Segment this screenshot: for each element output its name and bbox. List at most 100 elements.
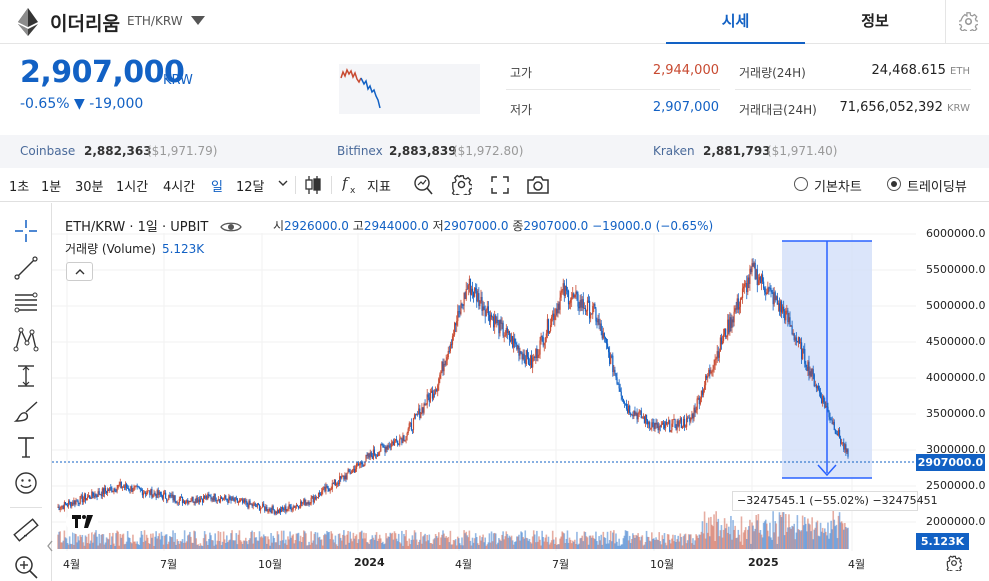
volume-bar (706, 532, 709, 549)
volume-bar (102, 534, 105, 549)
timeframe-1h[interactable]: 1시간 (116, 180, 149, 195)
timeframe-1d[interactable]: 일 (211, 180, 223, 195)
candle-body (322, 488, 324, 492)
candle-body (487, 306, 489, 315)
candle-body (196, 497, 198, 503)
candlestick-type-icon[interactable] (304, 175, 322, 195)
measure-range-icon[interactable] (12, 362, 40, 390)
fullscreen-icon[interactable] (491, 176, 509, 194)
volume-bar (470, 545, 473, 549)
volume-bar (357, 539, 360, 549)
candle-body (810, 371, 812, 377)
volume-bar (305, 533, 307, 549)
candle-body (171, 494, 173, 497)
coin-selector-dropdown-icon[interactable] (191, 16, 205, 25)
timeframe-4h[interactable]: 4시간 (163, 180, 196, 195)
candle-body (799, 342, 802, 344)
candle-body (274, 511, 276, 514)
candle-body (742, 286, 745, 289)
candle-body (445, 360, 447, 365)
zoom-in-icon[interactable] (12, 553, 40, 581)
exchange-name[interactable]: Kraken (653, 144, 695, 158)
volume-bar (596, 541, 598, 549)
timeframe-30m[interactable]: 30분 (75, 180, 104, 195)
volume-bar (686, 540, 689, 549)
trend-line-icon[interactable] (12, 254, 40, 282)
volume-bar (144, 540, 147, 549)
candle-body (152, 494, 154, 498)
volume-bar (359, 531, 362, 549)
candle-body (192, 497, 194, 503)
volume-bar (398, 542, 401, 549)
exchange-name[interactable]: Bitfinex (337, 144, 383, 158)
price-chart-panel[interactable]: ETH/KRW · 1일 · UPBIT 시2926000.0 고2944000… (47, 203, 989, 581)
volume-bar (579, 538, 581, 549)
brush-icon[interactable] (12, 398, 40, 426)
candle-body (135, 485, 137, 487)
eye-icon[interactable] (220, 220, 243, 234)
indicator-fx-icon[interactable]: f x (342, 174, 360, 194)
volume-bar (734, 525, 736, 549)
candle-body (498, 320, 500, 334)
exchange-usd: ($1,971.79) (147, 144, 218, 158)
candle-body (189, 500, 191, 502)
tab-info[interactable]: 정보 (861, 12, 889, 30)
volume-bar (267, 536, 269, 549)
candle-body (174, 495, 176, 502)
indicator-button[interactable]: 지표 (367, 180, 391, 195)
tab-quote[interactable]: 시세 (666, 0, 805, 44)
timeframe-1m[interactable]: 1분 (41, 180, 62, 195)
chevron-down-icon[interactable] (278, 180, 288, 187)
volume-bar (422, 536, 424, 549)
volume-bar (458, 538, 460, 549)
volume-bar (693, 544, 695, 549)
volume-bar (647, 536, 650, 549)
volume-bar (520, 531, 522, 549)
camera-icon[interactable] (527, 175, 549, 194)
scroll-left-icon[interactable] (46, 540, 54, 552)
volume-bar (392, 539, 395, 549)
volume-bar (516, 536, 518, 549)
candle-body (61, 505, 63, 507)
volume-bar (787, 527, 789, 549)
candle-body (288, 504, 290, 509)
volume-bar (829, 533, 831, 549)
tradingview-label[interactable]: 트레이딩뷰 (907, 180, 967, 195)
candle-body (605, 339, 608, 344)
volume-bar (471, 537, 474, 549)
crosshair-icon[interactable] (12, 217, 40, 245)
emoji-smile-icon[interactable] (12, 469, 40, 497)
volume-bar (441, 534, 443, 549)
tradingview-logo[interactable] (66, 509, 98, 535)
settings-button[interactable] (945, 0, 989, 44)
timeframe-1s[interactable]: 1초 (9, 180, 30, 195)
ruler-icon[interactable] (12, 516, 40, 544)
candle-body (157, 490, 159, 496)
candle-body (396, 439, 398, 441)
exchange-name[interactable]: Coinbase (20, 144, 76, 158)
axis-settings-gear-icon[interactable] (946, 555, 962, 571)
volume-bar (384, 543, 386, 549)
collapse-legend-button[interactable] (66, 262, 93, 281)
volume-bar (587, 544, 590, 549)
chart-search-icon[interactable] (413, 174, 433, 195)
volume-bar (690, 534, 692, 549)
volume-bar (844, 523, 846, 549)
volume-bar (360, 530, 363, 549)
volume-bar (447, 536, 450, 549)
basic-chart-radio[interactable] (794, 177, 808, 191)
volume-bar (493, 532, 496, 549)
chart-settings-gear-icon[interactable] (451, 174, 472, 195)
candle-body (562, 283, 564, 291)
pattern-tool-icon[interactable] (12, 325, 40, 353)
basic-chart-label[interactable]: 기본차트 (814, 180, 862, 195)
tradingview-radio[interactable] (887, 177, 901, 191)
candle-body (119, 481, 121, 486)
volume-bar (750, 543, 752, 549)
fib-retracement-icon[interactable] (12, 289, 40, 317)
timeframe-12mo[interactable]: 12달 (236, 180, 265, 195)
text-tool-icon[interactable] (12, 433, 40, 461)
candle-body (529, 355, 532, 366)
volume-bar (558, 544, 560, 549)
price-chart-canvas[interactable] (52, 203, 989, 581)
